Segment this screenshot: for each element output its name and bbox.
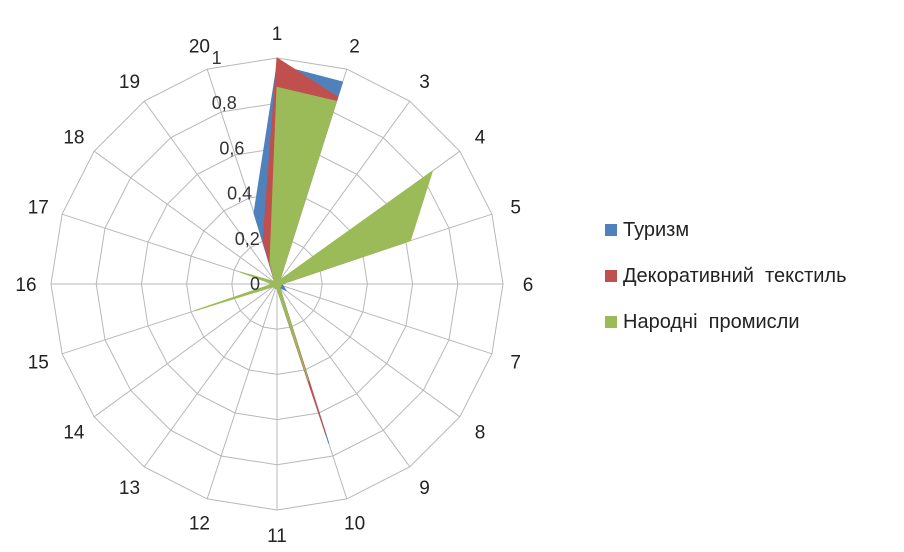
legend-label: Туризм (623, 218, 690, 241)
category-label: 9 (419, 478, 430, 499)
radial-tick-label: 1 (212, 48, 222, 68)
legend-label: Декоративний текстиль (623, 264, 847, 287)
category-label: 20 (189, 36, 210, 57)
category-label: 7 (510, 353, 521, 374)
category-label: 18 (63, 128, 84, 149)
radar-series-layer (194, 57, 433, 444)
radar-tick-labels: 0 0,2 0,4 0,6 0,8 1 (212, 48, 260, 294)
legend-item: Народні промисли (605, 310, 847, 334)
radial-tick-label: 0,2 (235, 229, 260, 249)
radial-tick-label: 0,4 (227, 184, 252, 204)
grid-spoke (276, 283, 411, 468)
grid-spoke (276, 283, 493, 355)
category-label: 5 (510, 197, 521, 218)
category-label: 17 (28, 197, 49, 218)
legend-swatch (605, 224, 617, 236)
grid-spoke (206, 283, 278, 500)
category-label: 10 (344, 514, 365, 535)
category-label: 4 (475, 128, 486, 149)
chart-legend: Туризм Декоративний текстиль Народні проми… (605, 218, 847, 356)
category-label: 3 (419, 72, 430, 93)
grid-spoke (143, 100, 278, 285)
category-label: 11 (267, 526, 287, 547)
category-label: 12 (189, 514, 210, 535)
radial-tick-label: 0,6 (219, 138, 244, 158)
series-area-3 (194, 86, 433, 382)
category-label: 15 (28, 353, 49, 374)
grid-spoke (143, 283, 278, 468)
legend-swatch (605, 270, 617, 282)
grid-spoke (93, 150, 278, 285)
category-label: 8 (475, 423, 486, 444)
category-label: 13 (119, 478, 140, 499)
legend-item: Туризм (605, 218, 847, 242)
category-label: 1 (272, 24, 283, 45)
category-label: 2 (349, 36, 360, 57)
legend-label: Народні промисли (623, 310, 800, 333)
grid-spoke (93, 283, 278, 418)
grid-spoke (276, 100, 411, 285)
radial-tick-label: 0,8 (212, 93, 237, 113)
radial-tick-label: 0 (250, 274, 260, 294)
category-label: 19 (119, 72, 140, 93)
category-label: 14 (63, 423, 85, 444)
category-label: 16 (15, 275, 36, 296)
category-label: 6 (523, 275, 534, 296)
grid-spoke (276, 283, 461, 418)
legend-item: Декоративний текстиль (605, 264, 847, 288)
legend-swatch (605, 316, 617, 328)
